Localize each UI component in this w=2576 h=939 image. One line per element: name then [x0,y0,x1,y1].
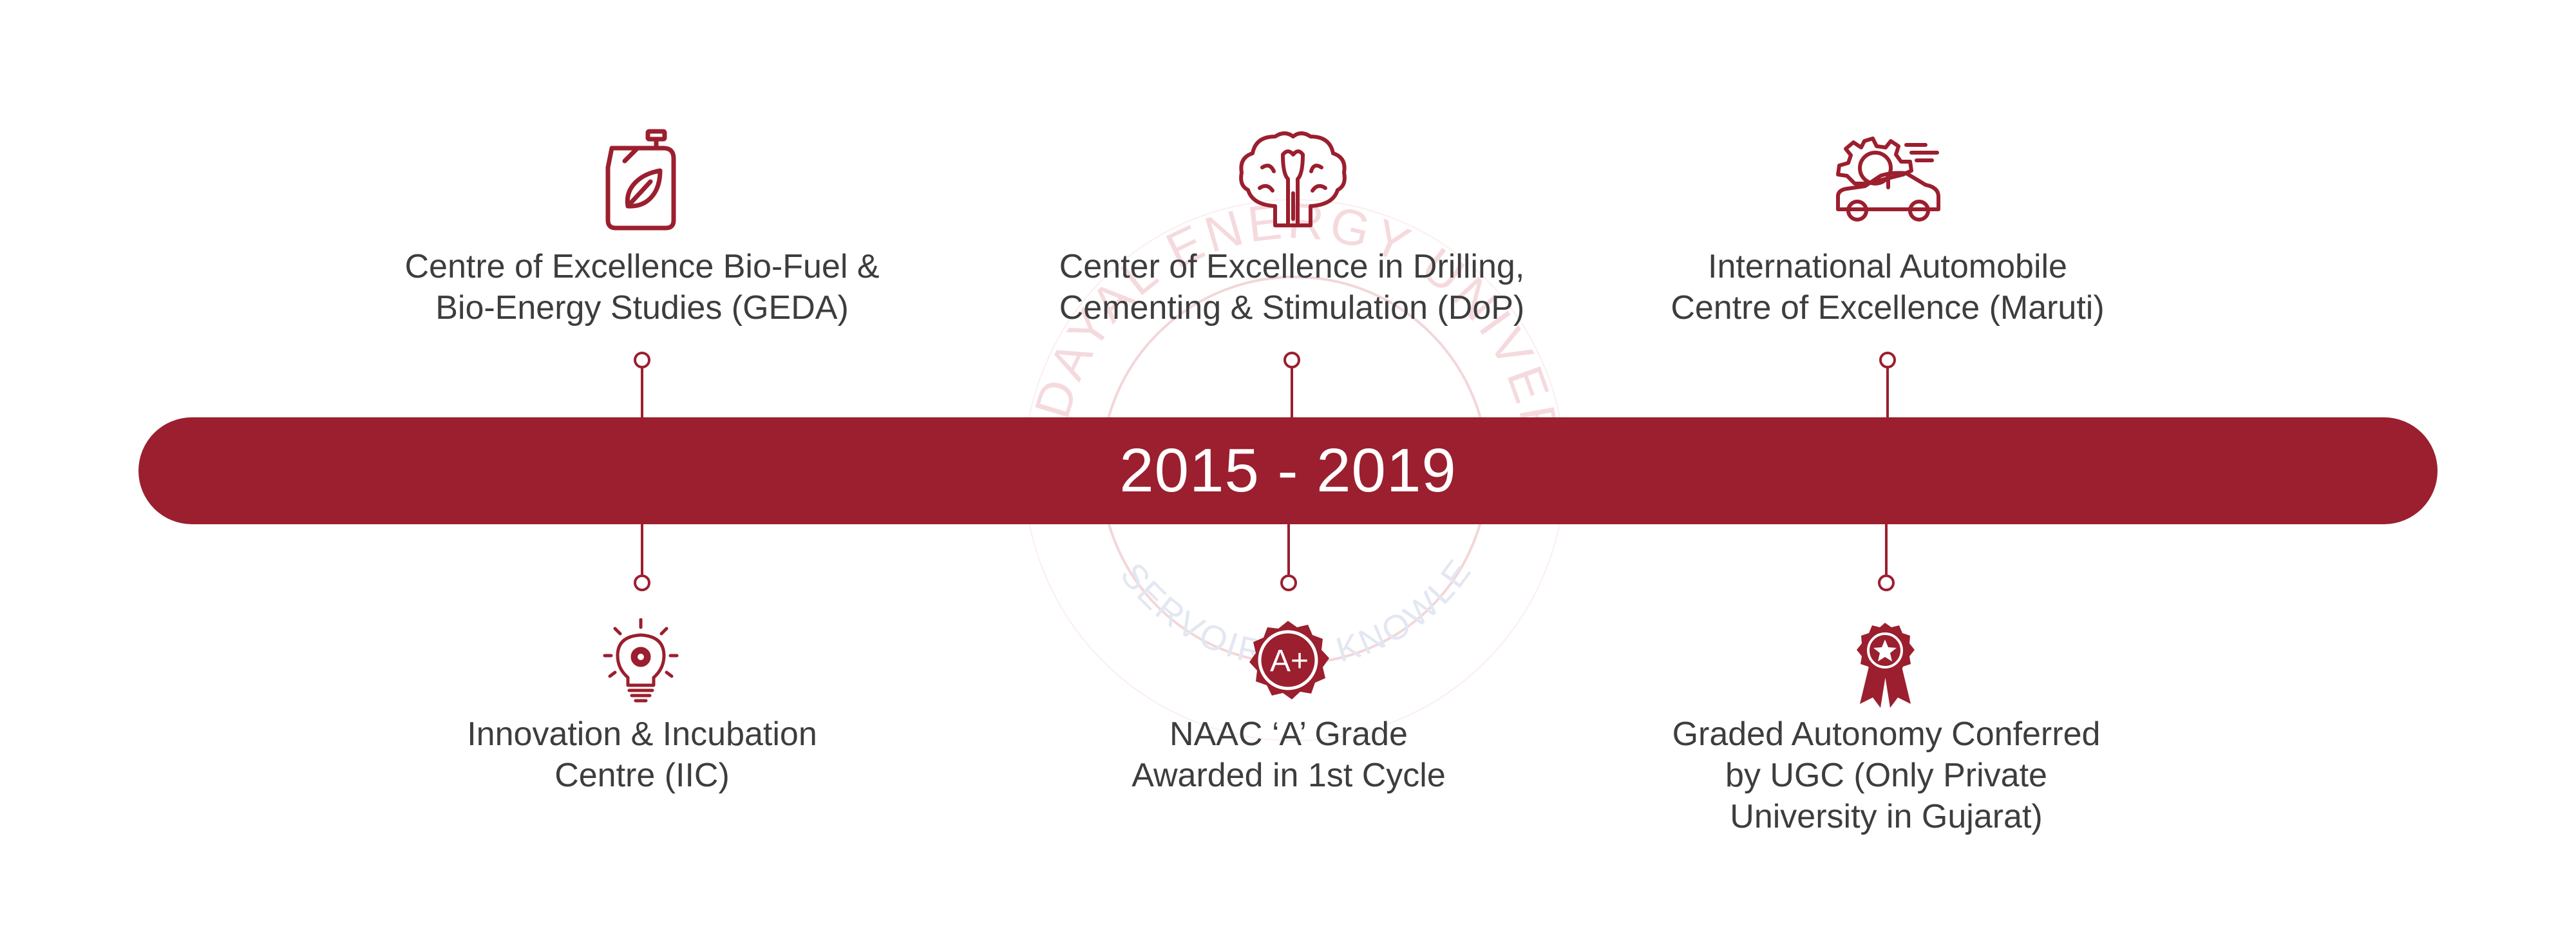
connector-dot-bottom-1 [634,574,650,591]
connector-top-1 [641,368,643,419]
connector-bottom-2 [1287,523,1290,574]
badge-grade-text: A+ [1270,644,1309,678]
brain-wrench-icon [1236,129,1349,235]
milestone-label-top-2: Center of Excellence in Drilling, Cement… [1059,248,1525,327]
connector-dot-top-3 [1879,352,1896,368]
connector-top-3 [1886,368,1889,419]
connector-dot-top-1 [634,352,650,368]
biofuel-can-icon [599,129,683,232]
connector-dot-bottom-3 [1878,574,1895,591]
idea-bulb-gear-icon [602,618,679,705]
connector-bottom-3 [1885,523,1888,574]
a-plus-badge-icon: A+ [1243,618,1333,708]
connector-bottom-1 [641,523,643,574]
connector-top-2 [1291,368,1293,419]
milestone-label-top-3: International Automobile Centre of Excel… [1671,248,2105,327]
connector-dot-bottom-2 [1280,574,1297,591]
award-rosette-icon [1855,621,1916,708]
milestone-label-top-1: Centre of Excellence Bio-Fuel & Bio-Ener… [404,248,880,327]
gear-car-icon [1829,132,1945,225]
timeline-band: 2015 - 2019 [138,417,2438,524]
timeline-period: 2015 - 2019 [1119,436,1457,505]
milestone-label-bottom-1: Innovation & Incubation Centre (IIC) [467,716,817,794]
milestone-label-bottom-3: Graded Autonomy Conferred by UGC (Only P… [1672,716,2101,835]
milestone-label-bottom-2: NAAC ‘A’ Grade Awarded in 1st Cycle [1132,716,1446,794]
connector-dot-top-2 [1283,352,1300,368]
